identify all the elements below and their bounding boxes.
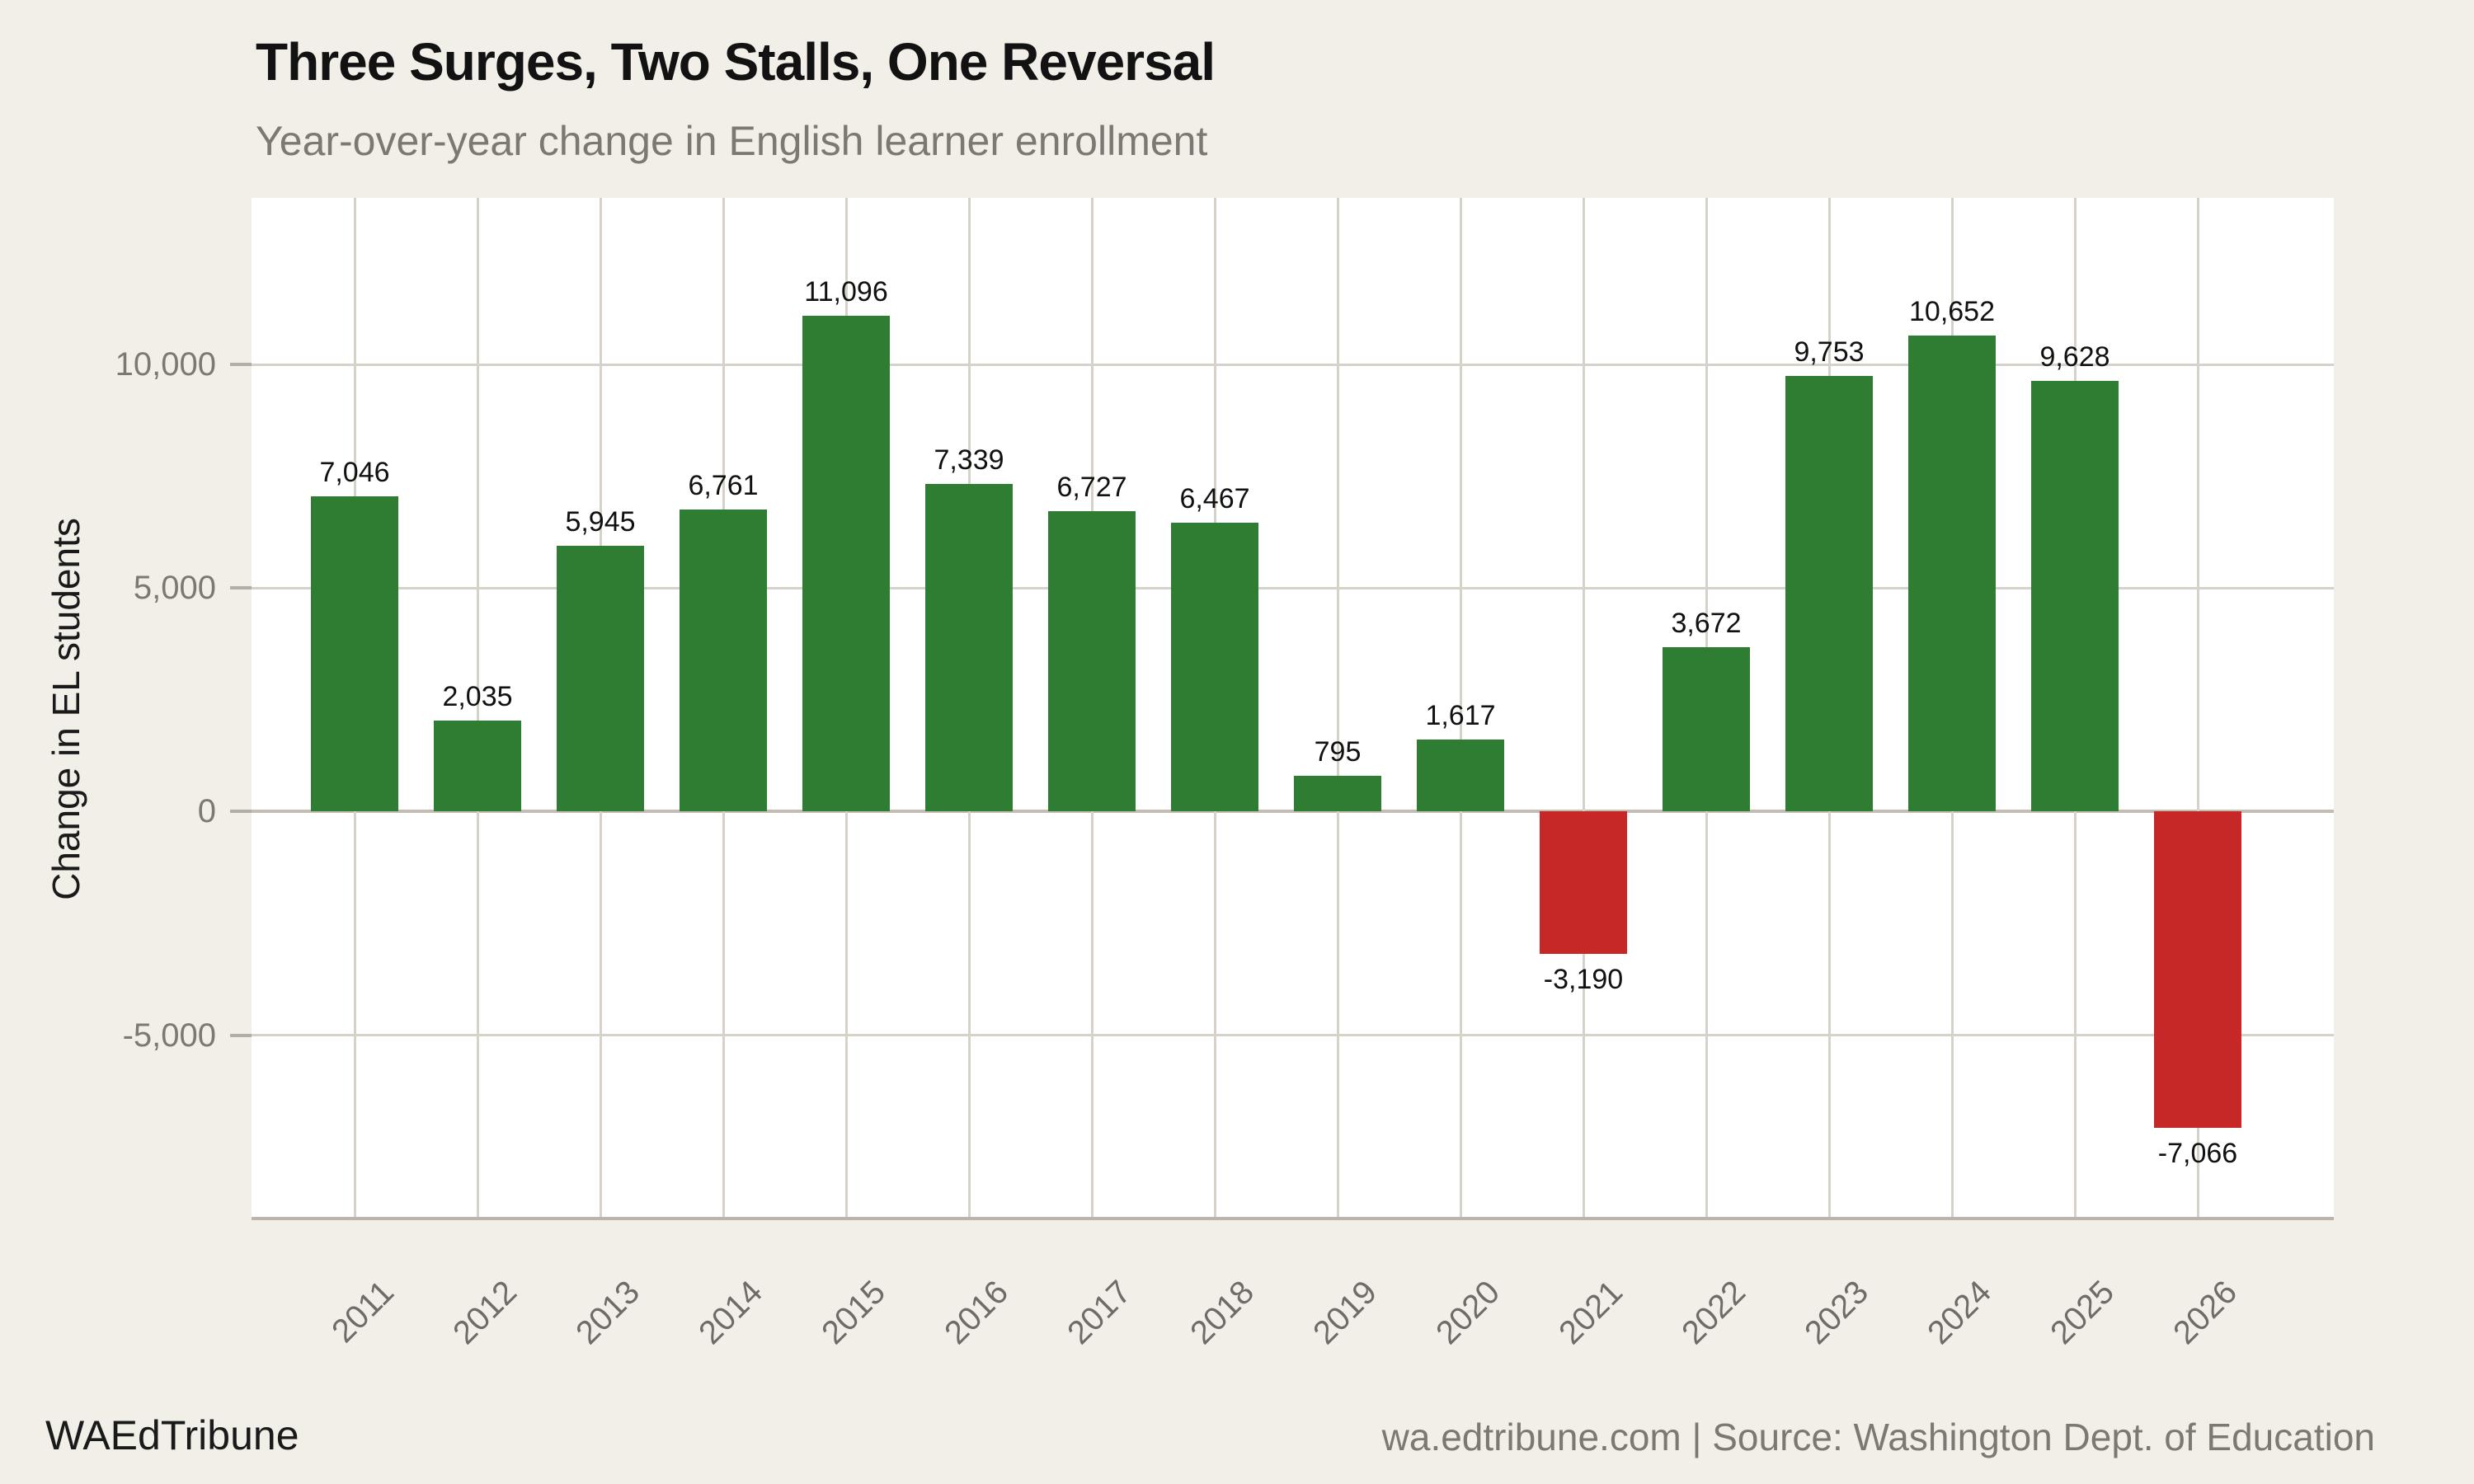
publisher-brand: WAEdTribune <box>45 1412 299 1458</box>
bar-value-label-2016: 7,339 <box>934 444 1004 476</box>
h-gridline--5,000 <box>252 1034 2334 1037</box>
chart-title: Three Surges, Two Stalls, One Reversal <box>256 32 1216 92</box>
bar-2015 <box>802 315 890 812</box>
y-tick-mark <box>230 363 252 367</box>
bar-value-label-2022: 3,672 <box>1671 608 1742 640</box>
v-gridline-2019 <box>1336 198 1339 1220</box>
bar-2021 <box>1540 811 1627 955</box>
chart-subtitle: Year-over-year change in English learner… <box>256 118 1208 164</box>
bar-2024 <box>1908 335 1996 812</box>
y-tick-label--5,000: -5,000 <box>122 1017 216 1054</box>
bar-value-label-2012: 2,035 <box>442 681 513 713</box>
v-gridline-2026 <box>2196 198 2199 1220</box>
bar-value-label-2019: 795 <box>1314 736 1362 768</box>
bar-value-label-2013: 5,945 <box>565 506 636 538</box>
bar-value-label-2015: 11,096 <box>804 275 888 308</box>
bar-value-label-2017: 6,727 <box>1056 471 1127 503</box>
y-tick-label-5,000: 5,000 <box>133 570 216 607</box>
bar-2012 <box>434 721 521 812</box>
bar-value-label-2021: -3,190 <box>1543 964 1624 996</box>
bar-2018 <box>1171 522 1258 812</box>
bar-value-label-2020: 1,617 <box>1425 699 1496 731</box>
bar-2017 <box>1048 510 1136 812</box>
v-gridline-2021 <box>1582 198 1585 1220</box>
bar-2014 <box>680 509 767 812</box>
y-tick-mark <box>230 586 252 590</box>
h-gridline-10,000 <box>252 363 2334 366</box>
bar-value-label-2014: 6,761 <box>688 469 759 501</box>
bar-2011 <box>311 496 398 812</box>
bar-2020 <box>1417 739 1504 812</box>
bar-value-label-2018: 6,467 <box>1179 482 1250 514</box>
v-gridline-2012 <box>476 198 479 1220</box>
h-gridline-5,000 <box>252 586 2334 589</box>
bar-2026 <box>2154 811 2241 1128</box>
bar-2023 <box>1785 375 1873 812</box>
bar-2019 <box>1294 776 1381 812</box>
bar-2013 <box>557 546 644 812</box>
y-tick-mark <box>230 810 252 814</box>
bar-value-label-2026: -7,066 <box>2157 1137 2238 1169</box>
plot-area: 7,046 2,035 5,945 6,761 11,096 7,339 6,727 6,46… <box>252 198 2334 1220</box>
source-attribution: wa.edtribune.com | Source: Washington De… <box>1381 1416 2375 1458</box>
bar-2016 <box>925 483 1013 812</box>
x-axis-spine <box>252 1217 2334 1220</box>
bar-value-label-2024: 10,652 <box>1909 295 1995 327</box>
y-tick-mark <box>230 1033 252 1037</box>
y-tick-label-0: 0 <box>197 793 216 830</box>
zero-gridline <box>252 810 2334 814</box>
bar-value-label-2023: 9,753 <box>1794 336 1865 368</box>
bar-2022 <box>1663 647 1750 812</box>
v-gridline-2020 <box>1459 198 1462 1220</box>
bar-value-label-2025: 9,628 <box>2039 341 2110 373</box>
bar-2025 <box>2031 381 2119 812</box>
y-tick-label-10,000: 10,000 <box>115 346 216 383</box>
bar-value-label-2011: 7,046 <box>319 457 390 489</box>
